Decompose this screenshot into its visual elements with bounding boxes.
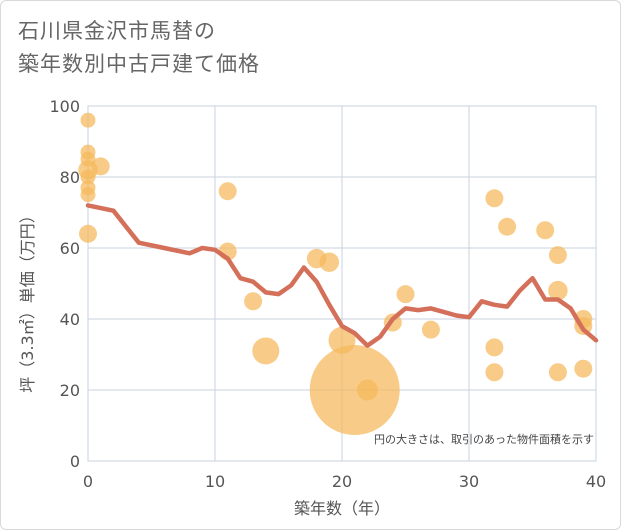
x-tick-label-4: 40 bbox=[586, 472, 606, 491]
bubble-point-16 bbox=[309, 345, 400, 435]
bubble-point-11 bbox=[244, 292, 263, 311]
y-tick-labels: 0 20 40 60 80 100 bbox=[49, 97, 80, 471]
bubble-point-17 bbox=[356, 379, 378, 401]
bubble-point-21 bbox=[485, 189, 504, 208]
bubble-point-7 bbox=[79, 224, 97, 243]
x-tick-labels: 0 10 20 30 40 bbox=[83, 472, 606, 491]
bubble-point-14 bbox=[319, 252, 340, 272]
average-price-line bbox=[85, 203, 599, 348]
bubble-size-note: 円の大きさは、取引のあった物件面積を示す bbox=[374, 432, 594, 446]
bubble-point-6 bbox=[80, 187, 96, 203]
bubble-point-28 bbox=[548, 363, 567, 382]
bubble-point-4 bbox=[80, 169, 96, 185]
x-tick-label-2: 20 bbox=[332, 472, 352, 491]
x-tick-label-0: 0 bbox=[83, 472, 93, 491]
bubble-point-22 bbox=[485, 338, 504, 357]
y-tick-label-1: 20 bbox=[60, 381, 80, 400]
bubble-point-26 bbox=[548, 246, 567, 265]
average-line-series bbox=[85, 203, 599, 348]
chart-title-line-2: 築年数別中古戸建て価格 bbox=[18, 52, 260, 76]
bubble-point-9 bbox=[218, 182, 237, 201]
y-tick-label-3: 60 bbox=[60, 239, 80, 258]
bubble-point-12 bbox=[252, 337, 280, 365]
y-tick-label-2: 40 bbox=[60, 310, 80, 329]
bubble-point-19 bbox=[396, 285, 415, 304]
chart-title: 石川県金沢市馬替の 築年数別中古戸建て価格 bbox=[18, 15, 260, 81]
bubble-point-20 bbox=[421, 320, 440, 339]
x-tick-label-1: 10 bbox=[205, 472, 225, 491]
x-axis-label: 築年数（年） bbox=[294, 499, 390, 518]
bubble-point-23 bbox=[485, 363, 504, 382]
y-tick-label-4: 80 bbox=[60, 168, 80, 187]
bubble-point-0 bbox=[80, 112, 96, 128]
x-tick-label-3: 30 bbox=[459, 472, 479, 491]
y-axis-label: 坪（3.3㎡）単価（万円） bbox=[18, 207, 37, 392]
bubble-point-27 bbox=[548, 280, 568, 301]
bubble-point-31 bbox=[574, 359, 593, 378]
bubble-point-24 bbox=[498, 217, 517, 236]
bubble-point-8 bbox=[91, 157, 110, 176]
bubble-point-25 bbox=[536, 221, 555, 240]
y-tick-label-0: 0 bbox=[70, 452, 80, 471]
chart-title-line-1: 石川県金沢市馬替の bbox=[18, 19, 216, 43]
y-tick-label-5: 100 bbox=[49, 97, 80, 116]
bubble-series bbox=[78, 112, 593, 435]
